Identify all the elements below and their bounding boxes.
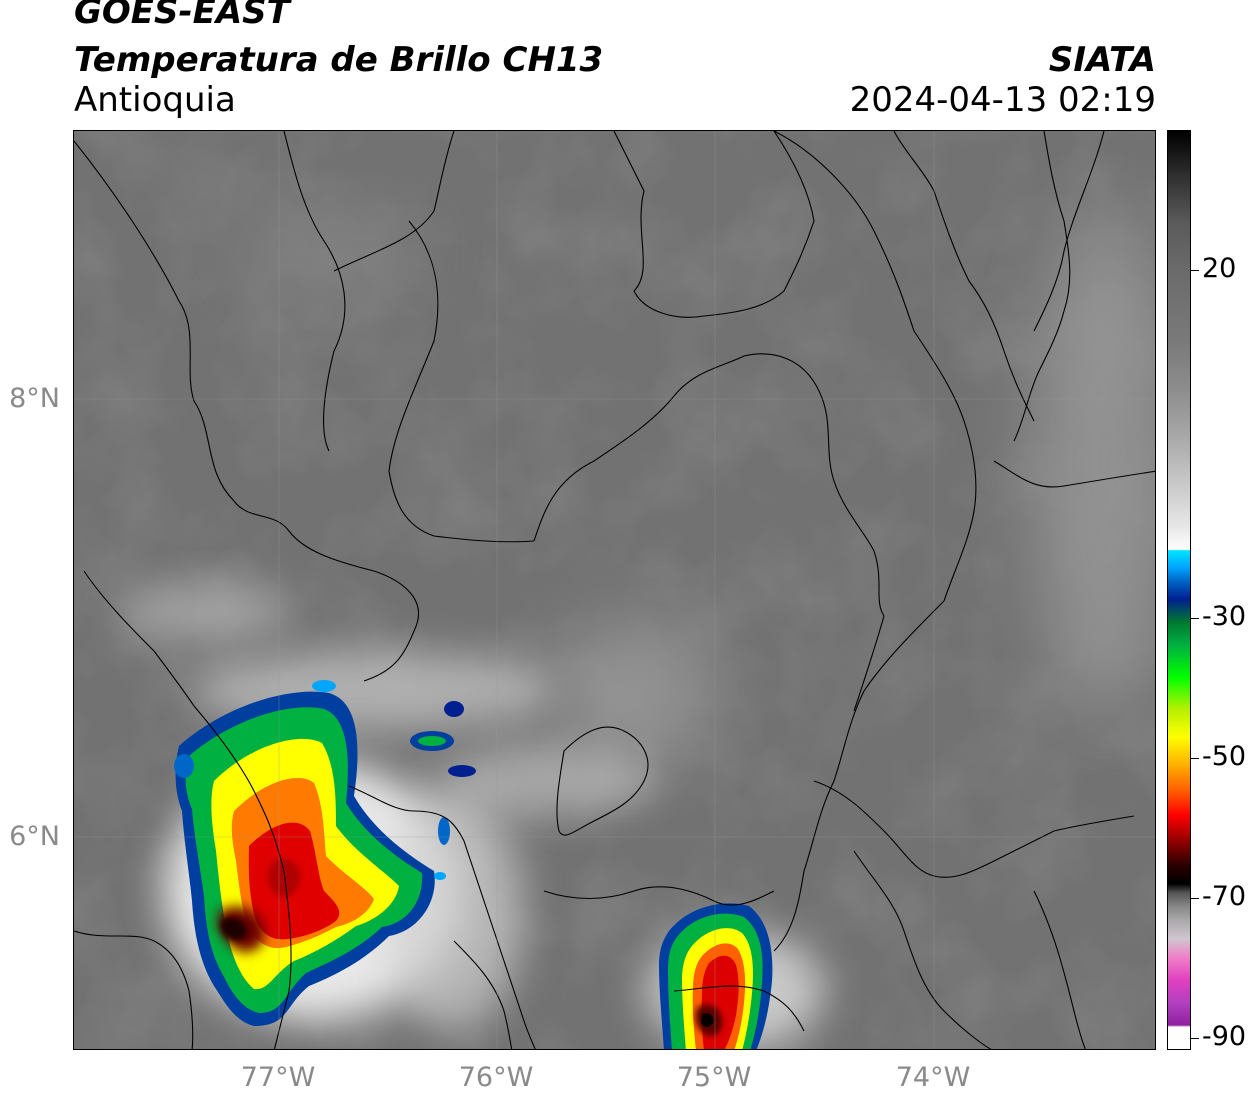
lon-label-77w: 77°W — [240, 1062, 316, 1093]
product-subtitle: Temperatura de Brillo CH13 — [74, 40, 604, 80]
lat-label-8n: 8°N — [9, 383, 60, 414]
convective-cloud-west — [175, 691, 435, 1026]
graticule — [74, 131, 1155, 1049]
colorbar-tick — [1191, 1038, 1199, 1039]
brightness-temperature-background — [74, 131, 1155, 1049]
small-cloud-cells — [174, 680, 476, 880]
convective-cloud-south — [659, 903, 773, 1049]
colorbar-tick — [1191, 898, 1199, 899]
timestamp-label: 2024-04-13 02:19 — [849, 80, 1156, 120]
colorbar-tick — [1191, 758, 1199, 759]
satellite-map[interactable] — [73, 130, 1156, 1050]
lon-label-76w: 76°W — [458, 1062, 534, 1093]
colorbar-label: -50 — [1202, 741, 1247, 772]
map-canvas — [74, 131, 1155, 1049]
colorbar-label: 20 — [1202, 253, 1237, 284]
region-label: Antioquia — [74, 80, 236, 120]
political-boundaries — [74, 131, 1155, 1049]
lat-label-6n: 6°N — [9, 821, 60, 852]
product-title: GOES-EAST — [74, 0, 290, 32]
colorbar-label: -30 — [1202, 601, 1247, 632]
colorbar-label: -70 — [1202, 881, 1247, 912]
temperature-colorbar — [1167, 130, 1191, 1050]
lon-label-74w: 74°W — [895, 1062, 971, 1093]
organization-label: SIATA — [1048, 40, 1156, 80]
colorbar-tick — [1191, 618, 1199, 619]
colorbar-label: -90 — [1202, 1021, 1247, 1052]
colorbar-tick — [1191, 270, 1199, 271]
lon-label-75w: 75°W — [676, 1062, 752, 1093]
